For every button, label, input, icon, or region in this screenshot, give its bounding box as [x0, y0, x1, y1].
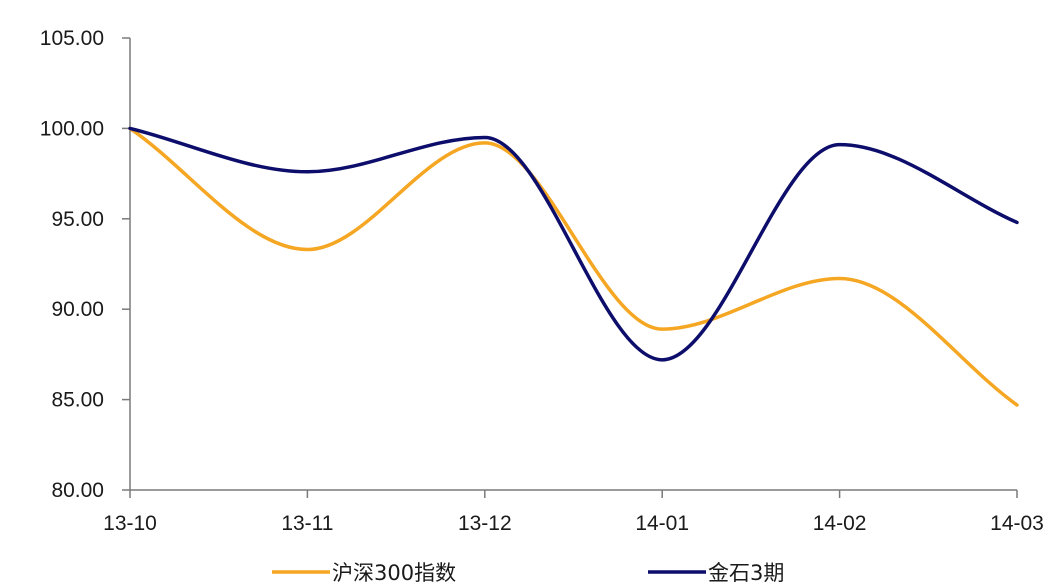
legend-label: 沪深300指数	[332, 561, 456, 585]
series-line-1	[128, 126, 1019, 362]
x-tick-label: 14-02	[813, 512, 867, 535]
y-tick-label: 95.00	[51, 208, 104, 231]
series-lines	[128, 126, 1019, 407]
y-axis: 80.00 85.00 90.00 95.00 100.00 105.00	[40, 27, 131, 502]
x-tick-label: 14-01	[635, 512, 689, 535]
legend-label: 金石3期	[708, 561, 784, 585]
x-tick-label: 14-03	[990, 512, 1044, 535]
legend: 沪深300指数 金石3期	[272, 561, 784, 585]
y-tick-label: 100.00	[40, 117, 104, 140]
y-tick-label: 80.00	[51, 479, 104, 502]
y-tick-label: 90.00	[51, 298, 104, 321]
x-axis: 13-10 13-11 13-12 14-01 14-02 14-03	[103, 489, 1044, 535]
y-tick-label: 105.00	[40, 27, 104, 50]
series-line-0	[128, 126, 1019, 407]
x-tick-label: 13-12	[458, 512, 512, 535]
x-tick-label: 13-10	[103, 512, 157, 535]
x-tick-label: 13-11	[281, 512, 333, 535]
y-tick-label: 85.00	[51, 389, 104, 412]
